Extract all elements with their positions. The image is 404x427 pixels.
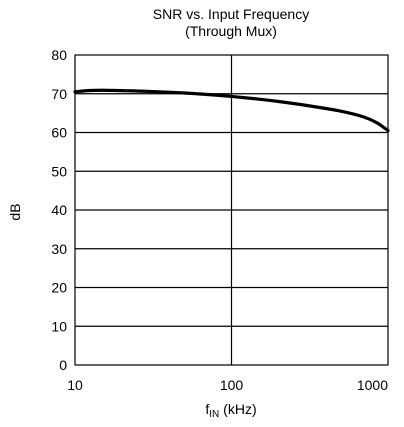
y-tick-label-60: 60 bbox=[51, 125, 67, 141]
y-tick-label-30: 30 bbox=[51, 241, 67, 257]
chart-subtitle: (Through Mux) bbox=[185, 23, 277, 39]
x-tick-label-1000: 1000 bbox=[357, 377, 388, 393]
x-tick-label-100: 100 bbox=[220, 377, 244, 393]
y-tick-label-80: 80 bbox=[51, 47, 67, 63]
y-tick-label-10: 10 bbox=[51, 318, 67, 334]
chart-title: SNR vs. Input Frequency bbox=[153, 6, 309, 22]
x-axis-label-unit: (kHz) bbox=[223, 401, 256, 417]
y-axis-label: dB bbox=[7, 203, 23, 220]
plot-frame bbox=[74, 54, 389, 366]
x-axis-label: fIN (kHz) bbox=[205, 401, 256, 420]
grid bbox=[75, 55, 388, 365]
y-tick-label-40: 40 bbox=[51, 202, 67, 218]
x-ticks: 10 100 1000 bbox=[67, 377, 388, 393]
x-tick-label-10: 10 bbox=[67, 377, 83, 393]
y-tick-label-0: 0 bbox=[59, 357, 67, 373]
y-ticks: 0 10 20 30 40 50 60 70 80 bbox=[51, 47, 67, 373]
snr-series-line bbox=[73, 88, 390, 133]
x-axis-label-main: f bbox=[205, 401, 209, 417]
x-axis-label-subscript: IN bbox=[209, 409, 219, 420]
y-tick-label-50: 50 bbox=[51, 163, 67, 179]
y-tick-label-20: 20 bbox=[51, 280, 67, 296]
y-tick-label-70: 70 bbox=[51, 86, 67, 102]
